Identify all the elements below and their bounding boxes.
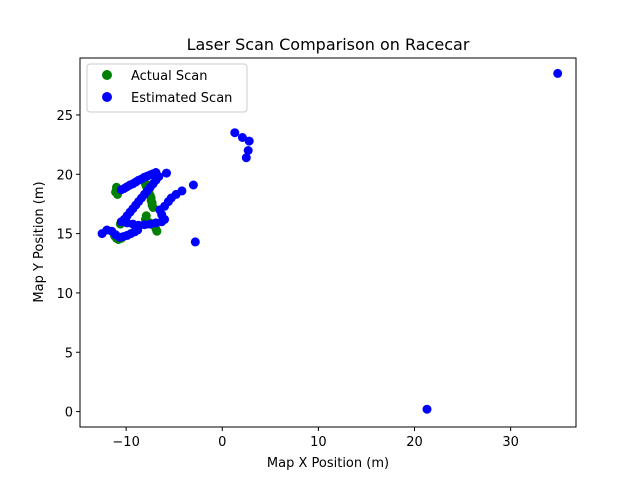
y-tick-label: 25 [56,109,73,124]
x-tick-label: 10 [310,435,327,450]
legend-marker-estimated-scan [102,92,112,102]
data-point [152,226,162,236]
data-point [230,128,240,138]
data-point [237,133,247,142]
data-point [243,146,253,155]
data-point [177,186,187,196]
data-point [553,68,563,78]
x-axis-label: Map X Position (m) [267,456,389,471]
y-tick-label: 15 [56,228,73,243]
series-1 [97,68,563,414]
y-axis: 0 5 10 15 20 25 [56,109,80,421]
x-tick-label: −10 [112,435,139,450]
x-axis: −10 0 10 20 30 [112,427,519,450]
data-point [244,136,254,146]
data-point [190,237,200,247]
points-layer [97,68,563,414]
x-tick-label: 0 [218,435,226,450]
y-axis-label: Map Y Position (m) [32,181,47,302]
x-tick-label: 20 [406,435,423,450]
data-point [133,225,143,235]
y-tick-label: 20 [56,168,73,183]
data-point [422,404,432,414]
chart-title: Laser Scan Comparison on Racecar [187,35,470,54]
x-tick-label: 30 [502,435,519,450]
legend-frame [86,63,248,113]
legend: Actual Scan Estimated Scan [86,63,248,113]
data-point [188,180,198,190]
y-tick-label: 10 [56,287,73,302]
legend-marker-actual-scan [102,70,112,80]
y-tick-label: 5 [65,346,73,361]
legend-label-actual-scan: Actual Scan [131,69,207,84]
y-tick-label: 0 [65,406,73,421]
legend-label-estimated-scan: Estimated Scan [131,91,232,106]
data-point [162,168,171,178]
data-point [241,153,251,163]
plot-frame [79,57,577,428]
